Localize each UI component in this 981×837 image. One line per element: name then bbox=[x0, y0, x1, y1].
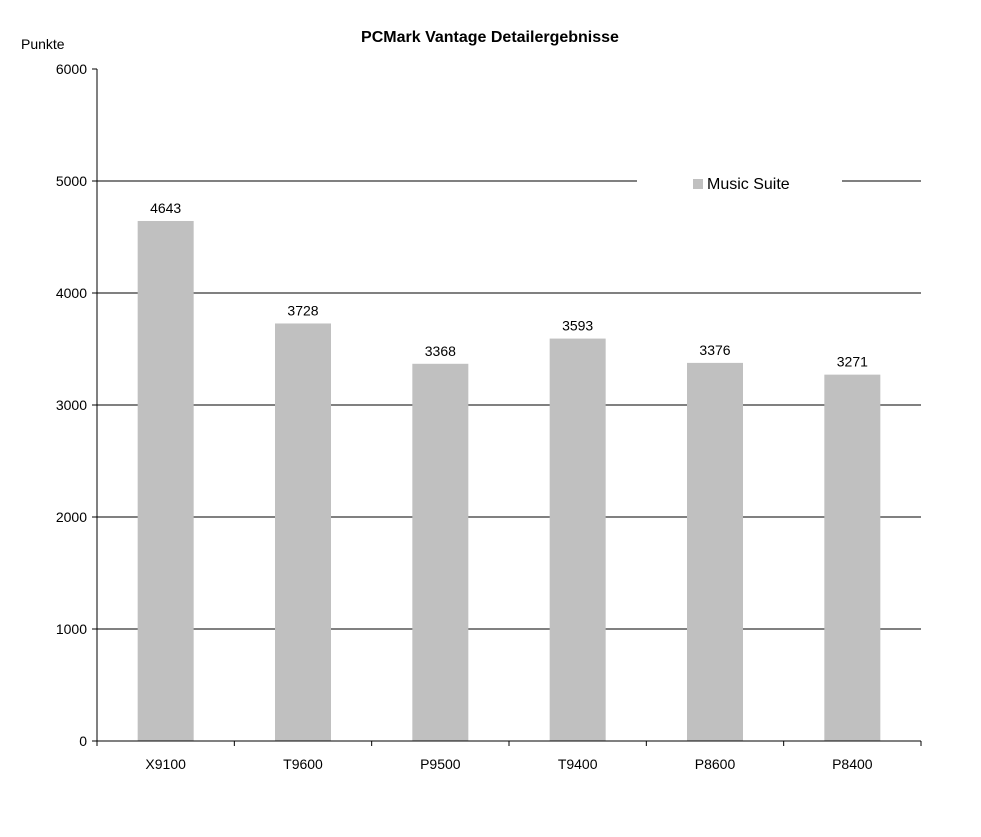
y-tick-label: 3000 bbox=[56, 397, 87, 413]
bar bbox=[824, 374, 881, 741]
bar bbox=[275, 323, 331, 741]
data-label: 3376 bbox=[699, 342, 730, 358]
y-axis-label: Punkte bbox=[21, 36, 65, 52]
y-tick-label: 5000 bbox=[56, 173, 87, 189]
bars: 4643 3728 3368 3593 3376 3271 bbox=[137, 200, 881, 741]
chart-title: PCMark Vantage Detailergebnisse bbox=[361, 29, 619, 46]
gridlines bbox=[97, 180, 921, 630]
data-label: 3593 bbox=[562, 318, 593, 334]
x-tick-label: P8400 bbox=[832, 756, 873, 772]
bar bbox=[549, 338, 606, 741]
bar bbox=[687, 362, 743, 741]
y-tick-label: 4000 bbox=[56, 285, 87, 301]
bar bbox=[137, 220, 194, 741]
legend: Music Suite bbox=[693, 176, 790, 193]
data-label: 3368 bbox=[425, 343, 456, 359]
legend-label: Music Suite bbox=[707, 176, 790, 193]
data-label: 3271 bbox=[837, 354, 868, 370]
data-label: 3728 bbox=[287, 302, 318, 318]
data-label: 4643 bbox=[150, 200, 181, 216]
x-tick-label: T9400 bbox=[558, 756, 598, 772]
legend-swatch bbox=[693, 179, 703, 189]
x-tick-label: P9500 bbox=[420, 756, 461, 772]
y-tick-label: 1000 bbox=[56, 621, 87, 637]
y-tick-label: 6000 bbox=[56, 61, 87, 77]
x-tick-label: X9100 bbox=[145, 756, 186, 772]
axes: X9100 T9600 P9500 T9400 P8600 P8400 0 1000 2000 3… bbox=[56, 61, 922, 772]
y-tick-label: 0 bbox=[79, 733, 87, 749]
y-tick-label: 2000 bbox=[56, 509, 87, 525]
bar bbox=[412, 363, 469, 741]
x-tick-label: T9600 bbox=[283, 756, 323, 772]
x-tick-label: P8600 bbox=[695, 756, 736, 772]
